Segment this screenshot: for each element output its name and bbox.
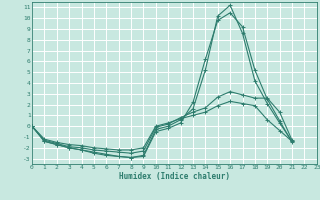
X-axis label: Humidex (Indice chaleur): Humidex (Indice chaleur) <box>119 172 230 181</box>
